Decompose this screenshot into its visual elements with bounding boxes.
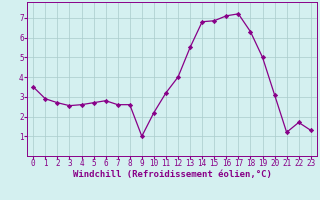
X-axis label: Windchill (Refroidissement éolien,°C): Windchill (Refroidissement éolien,°C) — [73, 170, 271, 179]
